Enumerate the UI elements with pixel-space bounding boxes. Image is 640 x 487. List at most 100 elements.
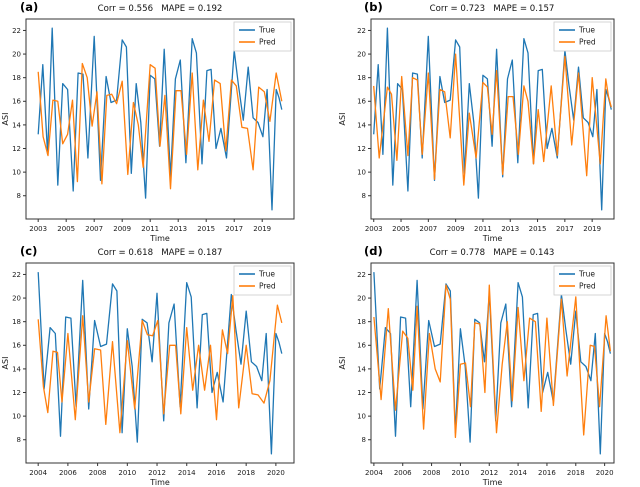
svg-text:8: 8 [17, 192, 21, 200]
svg-text:Pred: Pred [579, 38, 596, 47]
svg-text:2008: 2008 [89, 469, 107, 477]
svg-text:2007: 2007 [419, 225, 437, 233]
chart-title-c: Corr = 0.618 MAPE = 0.187 [97, 248, 223, 258]
line-chart-c: 8 10 12 14 16 18 20 22 2004 2006 2008 2010 2012 2014 2… [1, 262, 295, 487]
svg-text:18: 18 [357, 74, 366, 82]
svg-text:ASI: ASI [338, 357, 347, 370]
svg-text:2006: 2006 [394, 469, 412, 477]
svg-text:16: 16 [12, 342, 21, 350]
svg-text:22: 22 [357, 27, 366, 35]
svg-text:2013: 2013 [501, 225, 519, 233]
chart-title-a: Corr = 0.556 MAPE = 0.192 [97, 4, 223, 14]
svg-text:8: 8 [17, 436, 21, 444]
svg-text:2020: 2020 [596, 469, 614, 477]
svg-text:20: 20 [12, 294, 21, 302]
svg-text:22: 22 [12, 27, 21, 35]
svg-text:20: 20 [357, 50, 366, 58]
svg-text:2017: 2017 [556, 225, 574, 233]
svg-text:10: 10 [357, 413, 366, 421]
panel-label-b: (b) [364, 0, 383, 14]
svg-text:10: 10 [357, 169, 366, 177]
line-chart-d: 8 10 12 14 16 18 20 22 2004 2006 2008 2010 2012 2014 2… [338, 262, 615, 487]
svg-text:2018: 2018 [567, 469, 585, 477]
svg-text:Pred: Pred [259, 282, 276, 291]
svg-text:22: 22 [12, 271, 21, 279]
svg-text:2019: 2019 [583, 225, 601, 233]
svg-text:10: 10 [12, 169, 21, 177]
line-chart-a: 8 10 12 14 16 18 20 22 2003 2005 2007 2009 2011 2013 2… [1, 18, 295, 243]
svg-text:2019: 2019 [253, 225, 271, 233]
svg-text:2010: 2010 [451, 469, 469, 477]
svg-text:10: 10 [12, 413, 21, 421]
svg-text:2012: 2012 [148, 469, 166, 477]
svg-text:2009: 2009 [447, 225, 465, 233]
svg-text:True: True [578, 270, 595, 279]
svg-text:Time: Time [149, 234, 170, 243]
svg-text:ASI: ASI [338, 113, 347, 126]
svg-text:2013: 2013 [169, 225, 187, 233]
svg-text:14: 14 [357, 365, 366, 373]
svg-text:18: 18 [357, 318, 366, 326]
svg-text:2003: 2003 [365, 225, 383, 233]
panel-label-d: (d) [364, 244, 383, 258]
svg-text:8: 8 [362, 436, 366, 444]
subplot-d: (d) Corr = 0.778 MAPE = 0.143 8 10 12 14 16 1… [320, 244, 640, 487]
svg-text:2016: 2016 [208, 469, 226, 477]
svg-text:2015: 2015 [529, 225, 547, 233]
svg-text:True: True [258, 270, 275, 279]
svg-text:14: 14 [357, 121, 366, 129]
svg-text:2004: 2004 [29, 469, 47, 477]
svg-text:2014: 2014 [178, 469, 196, 477]
svg-text:22: 22 [357, 271, 366, 279]
svg-text:18: 18 [12, 318, 21, 326]
svg-text:16: 16 [357, 98, 366, 106]
svg-text:20: 20 [357, 294, 366, 302]
svg-text:2018: 2018 [237, 469, 255, 477]
svg-text:2006: 2006 [59, 469, 77, 477]
svg-text:14: 14 [12, 121, 21, 129]
svg-text:Pred: Pred [259, 38, 276, 47]
svg-text:18: 18 [12, 74, 21, 82]
svg-text:8: 8 [362, 192, 366, 200]
svg-text:2005: 2005 [392, 225, 410, 233]
svg-text:2011: 2011 [474, 225, 492, 233]
svg-text:2010: 2010 [118, 469, 136, 477]
panel-label-a: (a) [20, 0, 39, 14]
svg-text:12: 12 [12, 145, 21, 153]
svg-text:2012: 2012 [480, 469, 498, 477]
svg-text:Time: Time [482, 478, 503, 487]
svg-text:14: 14 [12, 365, 21, 373]
svg-text:12: 12 [12, 389, 21, 397]
svg-text:2007: 2007 [85, 225, 103, 233]
svg-text:True: True [258, 26, 275, 35]
svg-text:2016: 2016 [538, 469, 556, 477]
svg-text:12: 12 [357, 145, 366, 153]
svg-text:2005: 2005 [57, 225, 75, 233]
svg-text:2009: 2009 [113, 225, 131, 233]
svg-text:12: 12 [357, 389, 366, 397]
subplot-c: (c) Corr = 0.618 MAPE = 0.187 8 10 12 14 16 1… [0, 244, 320, 487]
svg-text:Time: Time [482, 234, 503, 243]
panel-label-c: (c) [20, 244, 38, 258]
svg-text:2011: 2011 [141, 225, 159, 233]
svg-text:16: 16 [12, 98, 21, 106]
subplot-a: (a) Corr = 0.556 MAPE = 0.192 8 10 12 14 16 1… [0, 0, 320, 244]
svg-text:2003: 2003 [29, 225, 47, 233]
svg-text:ASI: ASI [1, 357, 10, 370]
svg-text:True: True [578, 26, 595, 35]
svg-text:2004: 2004 [365, 469, 383, 477]
svg-text:2015: 2015 [197, 225, 215, 233]
svg-text:2008: 2008 [423, 469, 441, 477]
svg-text:2020: 2020 [267, 469, 285, 477]
svg-text:Pred: Pred [579, 282, 596, 291]
svg-text:2017: 2017 [225, 225, 243, 233]
svg-text:20: 20 [12, 50, 21, 58]
chart-title-b: Corr = 0.723 MAPE = 0.157 [429, 4, 555, 14]
svg-text:16: 16 [357, 342, 366, 350]
chart-title-d: Corr = 0.778 MAPE = 0.143 [429, 248, 555, 258]
svg-text:2014: 2014 [509, 469, 527, 477]
line-chart-b: 8 10 12 14 16 18 20 22 2003 2005 2007 2009 2011 2013 2… [338, 18, 615, 243]
svg-text:ASI: ASI [1, 113, 10, 126]
subplot-b: (b) Corr = 0.723 MAPE = 0.157 8 10 12 14 16 1… [320, 0, 640, 244]
